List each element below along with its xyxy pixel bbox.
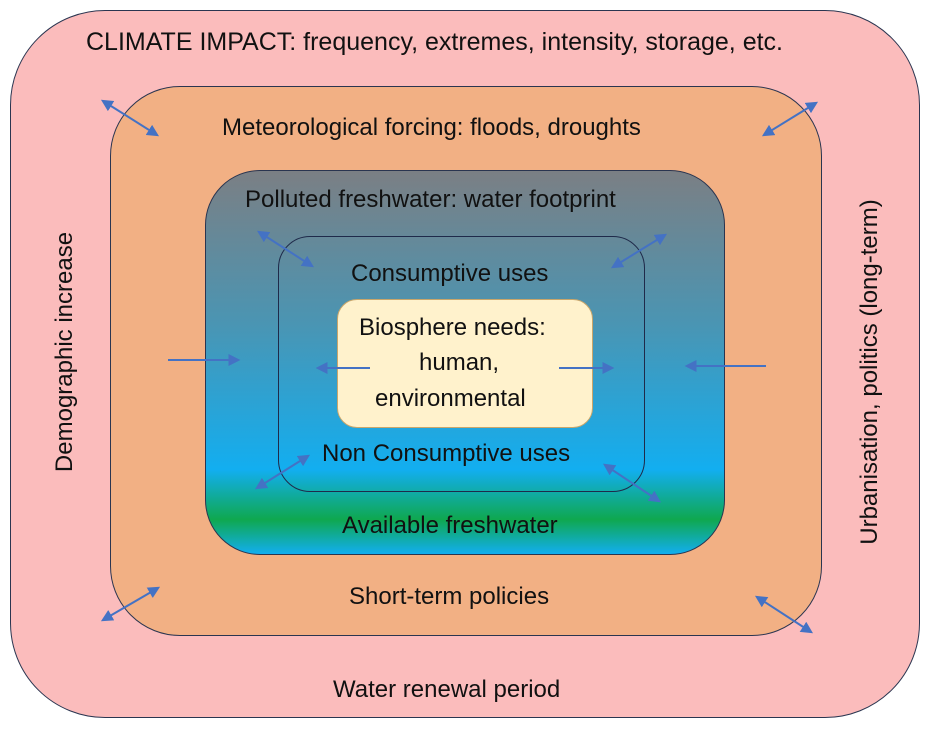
double-arrow-bottom-right-inner: [603, 463, 661, 503]
biosphere-needs-box: [337, 299, 593, 428]
double-arrow-top-right-outer: [761, 101, 819, 137]
available-freshwater-label: Available freshwater: [342, 512, 558, 539]
consumptive-uses-label: Consumptive uses: [351, 260, 549, 287]
double-arrow-top-left-inner: [256, 230, 315, 268]
polluted-freshwater-label: Polluted freshwater: water footprint: [245, 186, 616, 213]
biosphere-needs-line-3: environmental: [375, 385, 526, 412]
meteorological-forcing-label: Meteorological forcing: floods, droughts: [222, 114, 641, 141]
consumptive-uses-layer: [278, 236, 645, 492]
demographic-increase-label: Demographic increase: [51, 231, 79, 473]
double-arrow-top-right-inner: [610, 233, 668, 269]
double-arrow-bottom-left-outer: [100, 586, 161, 622]
double-arrow-top-left-outer: [100, 99, 160, 137]
biosphere-needs-line-1: Biosphere needs:: [359, 314, 546, 341]
short-term-policies-label: Short-term policies: [349, 583, 550, 610]
urbanisation-politics-label: Urbanisation, politics (long-term): [856, 199, 884, 545]
water-renewal-period-label: Water renewal period: [333, 676, 561, 703]
biosphere-needs-line-2: human,: [419, 349, 500, 376]
climate-impact-label: CLIMATE IMPACT: frequency, extremes, int…: [86, 28, 783, 56]
non-consumptive-uses-label: Non Consumptive uses: [322, 440, 571, 467]
double-arrow-bottom-left-inner: [254, 454, 311, 490]
double-arrow-bottom-right-outer: [754, 595, 814, 634]
